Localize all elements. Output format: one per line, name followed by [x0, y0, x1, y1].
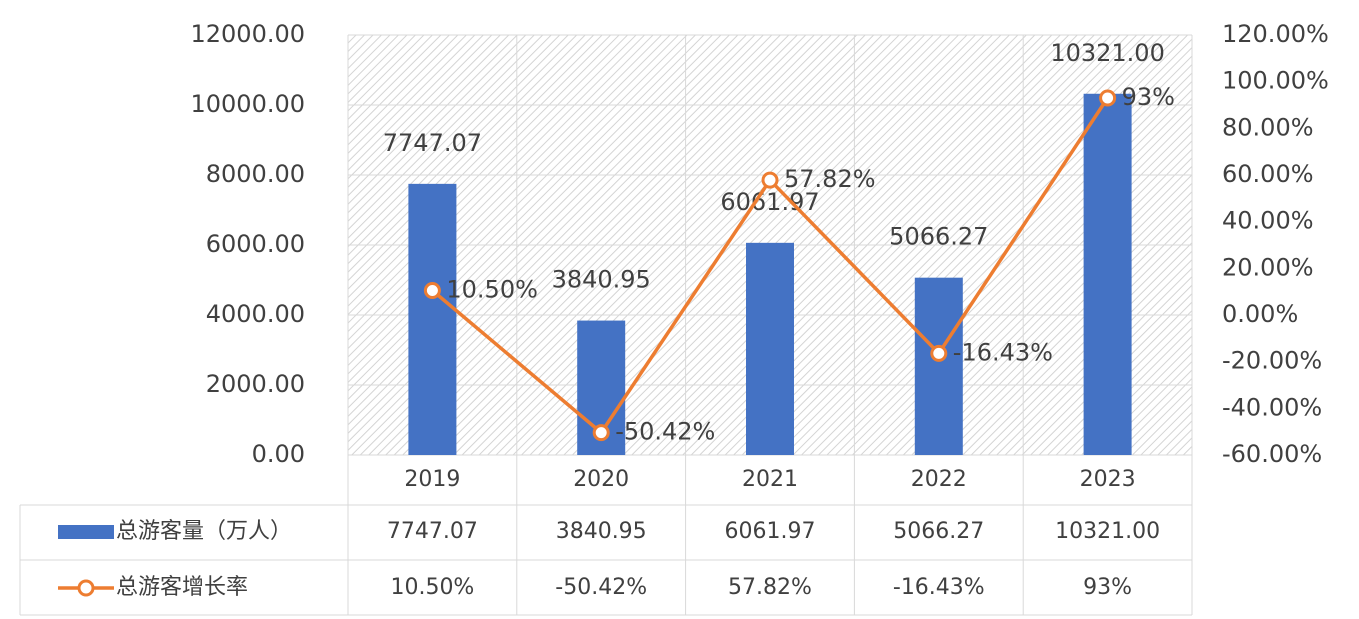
y2-tick-label: 40.00%	[1222, 207, 1314, 235]
legend-label: 总游客增长率	[116, 575, 248, 600]
bar	[408, 183, 457, 456]
line-marker	[592, 424, 610, 442]
line-marker	[423, 282, 441, 299]
bar	[746, 242, 794, 455]
y2-tick-label: -20.00%	[1222, 347, 1322, 375]
line-label: 93%	[1122, 83, 1175, 111]
bar-label: 6061.97	[720, 188, 819, 216]
x-tick-label: 2019	[404, 467, 460, 492]
legend-swatch	[58, 525, 114, 539]
y-tick-label: 12000.00	[190, 20, 305, 48]
y-tick-label: 2000.00	[206, 370, 305, 398]
table-cell: 5066.27	[893, 519, 984, 544]
y2-tick-label: -60.00%	[1222, 440, 1322, 468]
x-tick-label: 2022	[911, 467, 967, 492]
table-cell: 10321.00	[1055, 519, 1160, 544]
table-cell: -50.42%	[555, 575, 647, 600]
table-cell: 6061.97	[725, 519, 816, 544]
y-tick-label: 8000.00	[206, 160, 305, 188]
bar-label: 3840.95	[552, 266, 651, 294]
bar	[1083, 93, 1132, 455]
line-label: -16.43%	[953, 338, 1053, 366]
y2-tick-label: -40.00%	[1222, 393, 1322, 421]
y2-tick-label: 20.00%	[1222, 253, 1314, 281]
line-label: 10.50%	[446, 276, 538, 304]
y2-tick-label: 60.00%	[1222, 160, 1314, 188]
y2-tick-label: 100.00%	[1222, 67, 1329, 95]
y-tick-label: 0.00	[252, 440, 305, 468]
y-tick-label: 10000.00	[190, 90, 305, 118]
y2-tick-label: 80.00%	[1222, 113, 1314, 141]
line-marker	[930, 344, 948, 362]
x-tick-label: 2023	[1080, 467, 1136, 492]
line-label: -50.42%	[615, 418, 715, 446]
bar-label: 10321.00	[1050, 39, 1165, 67]
x-tick-label: 2021	[742, 467, 798, 492]
table-cell: 7747.07	[387, 519, 478, 544]
line-marker	[1099, 89, 1117, 107]
table-cell: -16.43%	[893, 575, 985, 600]
y2-tick-label: 120.00%	[1222, 20, 1329, 48]
line-marker	[761, 171, 779, 189]
table-cell: 3840.95	[556, 519, 647, 544]
table-cell: 57.82%	[728, 575, 812, 600]
table-cell: 10.50%	[390, 575, 474, 600]
y-tick-label: 4000.00	[206, 300, 305, 328]
bar-label: 7747.07	[383, 129, 482, 157]
x-tick-label: 2020	[573, 467, 629, 492]
legend-label: 总游客量（万人）	[116, 519, 292, 544]
legend-marker	[77, 579, 95, 597]
y2-tick-label: 0.00%	[1222, 300, 1298, 328]
bar-label: 5066.27	[889, 223, 988, 251]
bar	[914, 277, 963, 455]
table-cell: 93%	[1083, 575, 1132, 600]
line-label: 57.82%	[784, 165, 876, 193]
y-tick-label: 6000.00	[206, 230, 305, 258]
